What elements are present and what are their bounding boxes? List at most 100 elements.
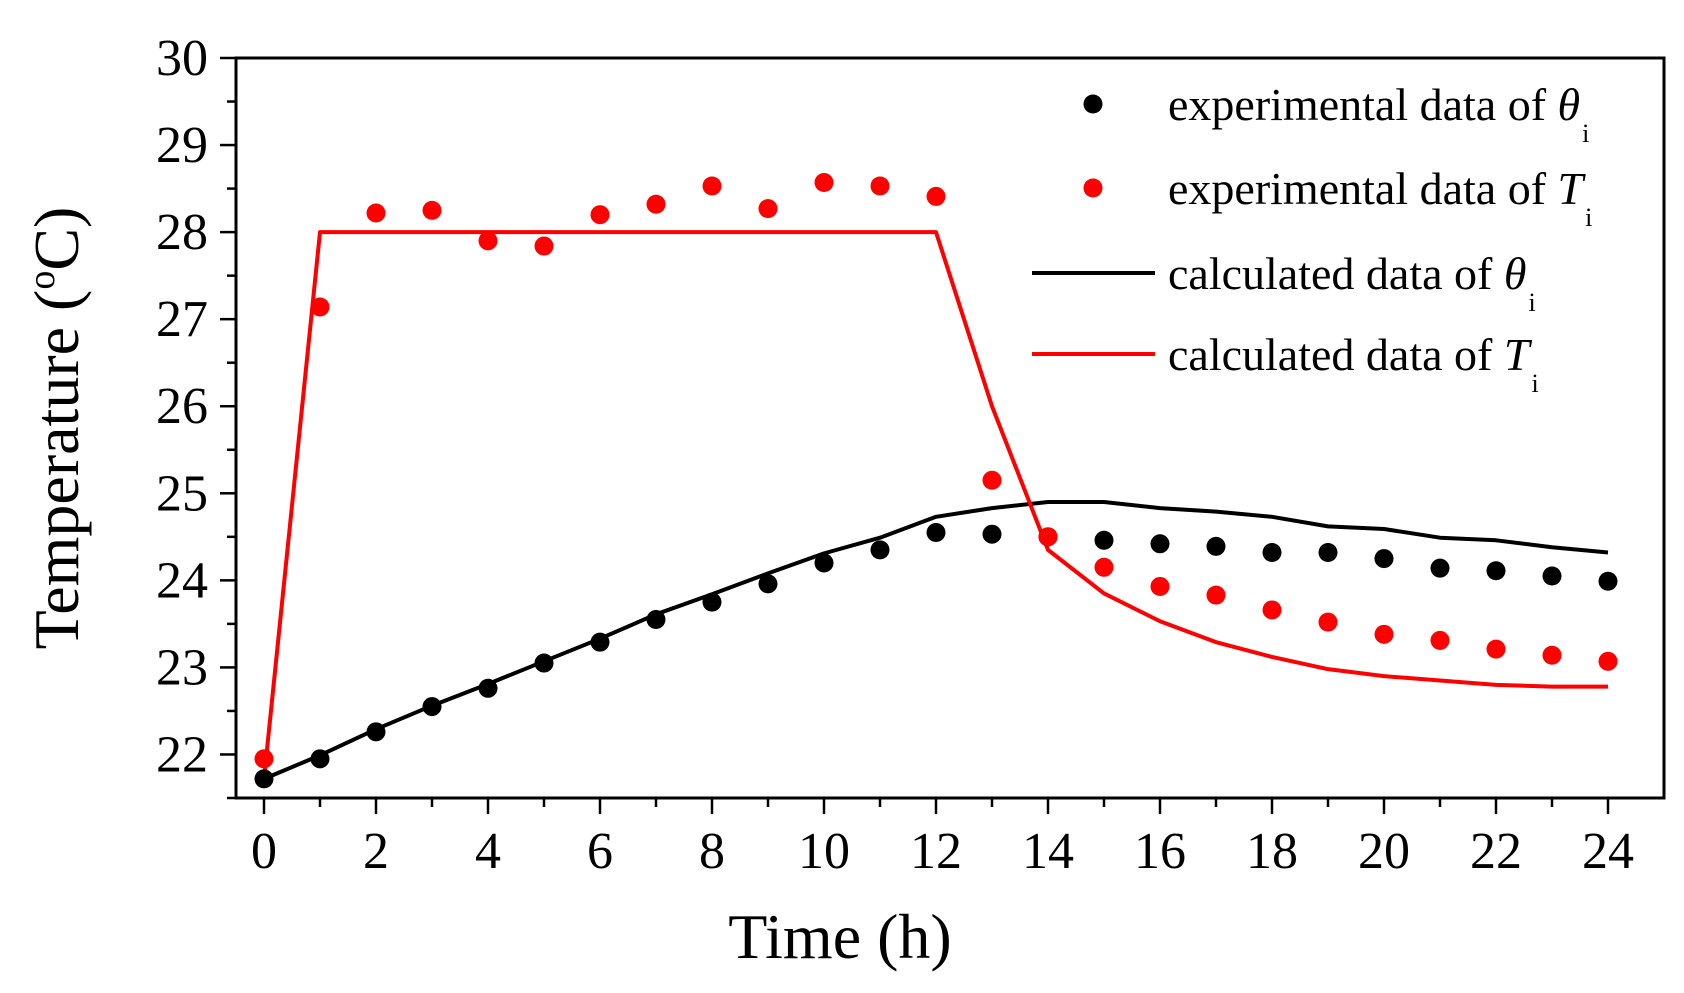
data-point-theta-scatter — [1094, 530, 1114, 550]
y-tick-label: 23 — [156, 639, 208, 696]
y-tick-label: 27 — [156, 291, 208, 348]
data-point-theta-scatter — [254, 769, 274, 789]
x-tick-label: 10 — [798, 823, 850, 880]
data-point-theta-scatter — [646, 610, 666, 630]
y-axis-title-degree: o — [21, 271, 63, 290]
data-point-t-scatter — [1094, 557, 1114, 577]
x-tick-label: 8 — [699, 823, 725, 880]
data-point-theta-scatter — [1486, 561, 1506, 581]
data-point-theta-scatter — [1150, 534, 1170, 554]
data-point-t-scatter — [1374, 624, 1394, 644]
data-point-theta-scatter — [1598, 571, 1618, 591]
legend-label-text: calculated data of — [1168, 248, 1504, 299]
data-point-t-scatter — [646, 194, 666, 214]
y-tick-label: 24 — [156, 552, 208, 609]
data-point-t-scatter — [478, 231, 498, 251]
y-axis-title-prefix: Temperature ( — [21, 290, 92, 650]
y-tick-label: 22 — [156, 726, 208, 783]
legend-label-subscript: i — [1531, 369, 1538, 398]
data-point-theta-scatter — [590, 632, 610, 652]
data-point-t-scatter — [702, 176, 722, 196]
data-point-theta-scatter — [758, 574, 778, 594]
x-tick-label: 12 — [910, 823, 962, 880]
data-point-t-scatter — [422, 200, 442, 220]
legend-label-subscript: i — [1528, 288, 1535, 317]
plot-frame — [234, 56, 1666, 800]
data-point-theta-scatter — [1262, 542, 1282, 562]
legend-label-t-scatter: experimental data of Ti — [1168, 163, 1592, 232]
x-tick-label: 4 — [475, 823, 501, 880]
data-point-t-scatter — [1430, 630, 1450, 650]
legend-label-text: calculated data of — [1168, 329, 1504, 380]
data-point-theta-scatter — [814, 553, 834, 573]
data-point-t-scatter — [982, 470, 1002, 490]
data-point-theta-scatter — [534, 653, 554, 673]
x-tick-label: 24 — [1582, 823, 1634, 880]
data-point-t-scatter — [310, 297, 330, 317]
y-tick-label: 25 — [156, 465, 208, 522]
data-point-theta-scatter — [1430, 558, 1450, 578]
series-line-theta-line — [263, 500, 1609, 781]
legend-label-symbol: T — [1504, 329, 1533, 380]
data-point-t-scatter — [1038, 527, 1058, 547]
legend-label-symbol: T — [1558, 163, 1587, 214]
axis-ticks — [220, 56, 1610, 814]
x-tick-label: 2 — [363, 823, 389, 880]
data-point-theta-scatter — [1374, 549, 1394, 569]
legend-label-theta-line: calculated data of θi — [1168, 248, 1536, 317]
data-point-t-scatter — [758, 199, 778, 219]
data-point-t-scatter — [590, 205, 610, 225]
y-tick-label: 28 — [156, 204, 208, 261]
series-layer — [254, 172, 1618, 789]
data-point-t-scatter — [1542, 645, 1562, 665]
y-axis-title: Temperature (oC) — [21, 207, 92, 650]
data-point-t-scatter — [1318, 612, 1338, 632]
x-tick-label: 20 — [1358, 823, 1410, 880]
data-point-theta-scatter — [1206, 536, 1226, 556]
data-point-theta-scatter — [1542, 566, 1562, 586]
data-point-t-scatter — [1150, 576, 1170, 596]
legend-label-symbol: θ — [1558, 79, 1581, 130]
data-point-t-scatter — [814, 172, 834, 192]
data-point-theta-scatter — [1318, 542, 1338, 562]
legend-marker-t-scatter — [1083, 178, 1103, 198]
legend-label-theta-scatter: experimental data of θi — [1168, 79, 1589, 148]
x-tick-label: 22 — [1470, 823, 1522, 880]
data-point-theta-scatter — [310, 749, 330, 769]
x-tick-label: 16 — [1134, 823, 1186, 880]
legend-label-subscript: i — [1585, 203, 1592, 232]
x-axis-title: Time (h) — [728, 901, 951, 972]
y-tick-label: 26 — [156, 378, 208, 435]
data-point-theta-scatter — [926, 522, 946, 542]
data-point-t-scatter — [534, 236, 554, 256]
data-point-theta-scatter — [870, 540, 890, 560]
x-tick-label: 18 — [1246, 823, 1298, 880]
data-point-t-scatter — [1206, 585, 1226, 605]
legend-label-t-line: calculated data of Ti — [1168, 329, 1539, 398]
y-tick-label: 29 — [156, 117, 208, 174]
data-point-t-scatter — [1262, 600, 1282, 620]
y-axis-title-suffix: C) — [21, 207, 92, 271]
data-point-t-scatter — [366, 203, 386, 223]
data-point-t-scatter — [254, 749, 274, 769]
data-point-t-scatter — [1486, 639, 1506, 659]
x-tick-label: 14 — [1022, 823, 1074, 880]
legend-label-text: experimental data of — [1168, 79, 1558, 130]
x-tick-label: 6 — [587, 823, 613, 880]
data-point-theta-scatter — [982, 524, 1002, 544]
series-line-t-line — [262, 230, 1608, 780]
data-point-theta-scatter — [702, 592, 722, 612]
legend-label-text: experimental data of — [1168, 163, 1558, 214]
data-point-t-scatter — [1598, 651, 1618, 671]
legend-label-subscript: i — [1582, 119, 1589, 148]
data-point-theta-scatter — [366, 722, 386, 742]
y-tick-label: 30 — [156, 30, 208, 87]
x-tick-label: 0 — [251, 823, 277, 880]
data-point-t-scatter — [870, 176, 890, 196]
legend-label-symbol: θ — [1504, 248, 1527, 299]
data-point-t-scatter — [926, 186, 946, 206]
legend-marker-theta-scatter — [1083, 94, 1103, 114]
